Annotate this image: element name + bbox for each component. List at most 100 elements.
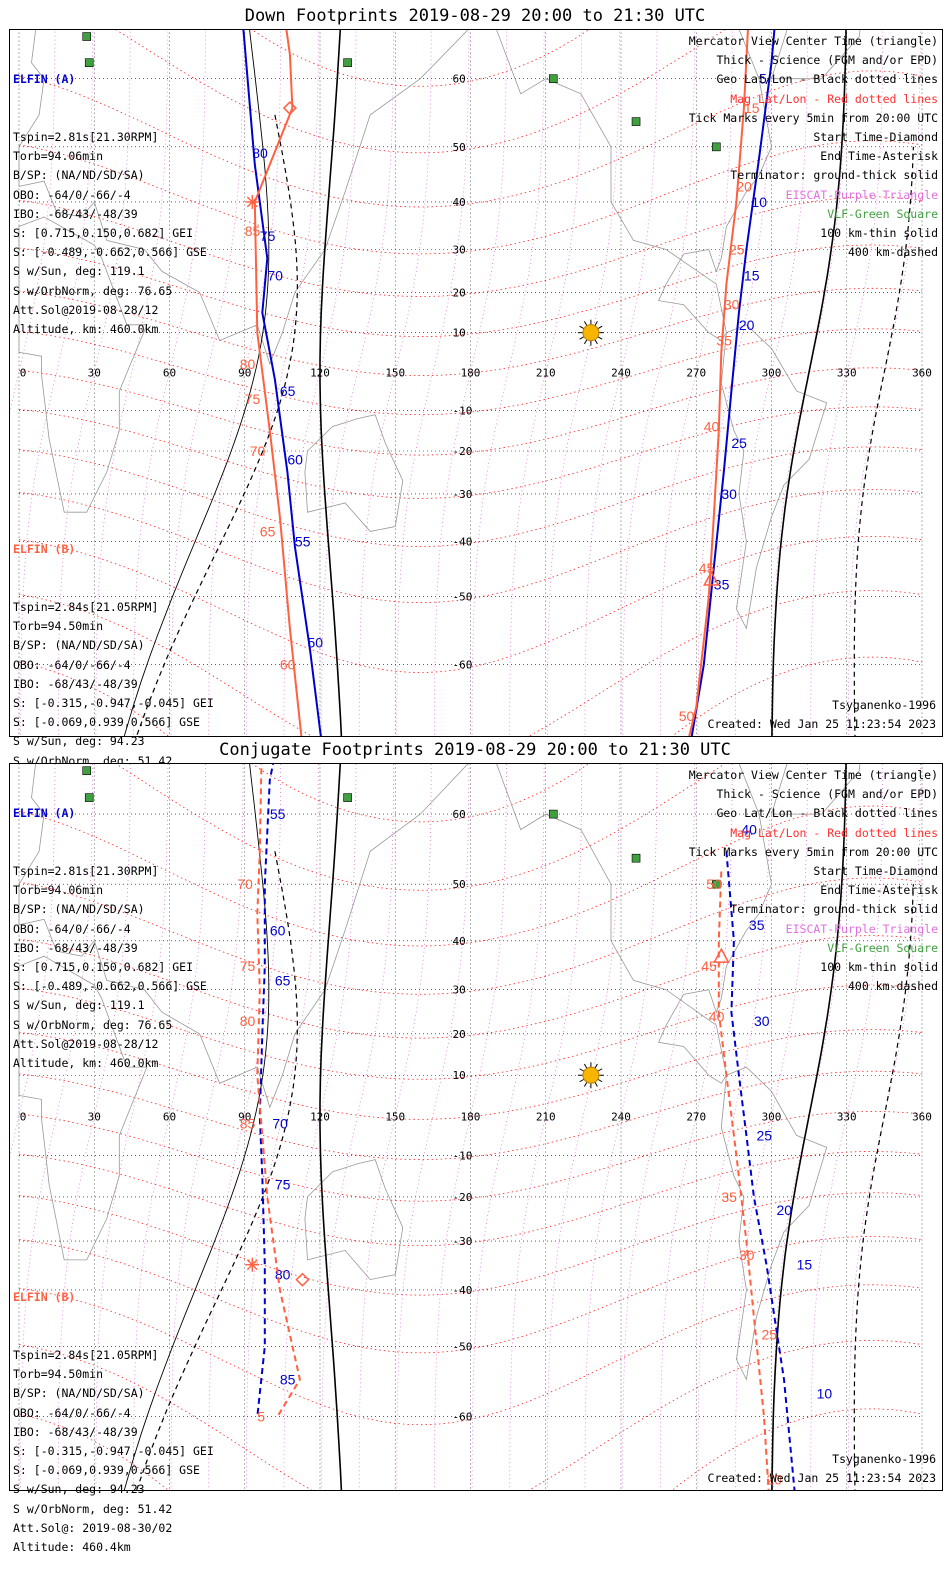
track-tick-label: 20 <box>766 1472 782 1488</box>
info-line: S: [-0.315,-0.947,-0.045] GEI <box>13 1444 214 1459</box>
mag-parallel <box>18 196 923 297</box>
info-line: S w/OrbNorm, deg: 76.65 <box>13 283 173 298</box>
footprint-track <box>242 30 322 736</box>
sun-icon <box>577 1062 604 1089</box>
track-tick-label: 25 <box>729 241 745 257</box>
legend-item: EISCAT-Purple Triangle <box>785 921 938 936</box>
track-tick-label: 20 <box>777 1202 793 1218</box>
coastline <box>18 30 469 366</box>
mag-parallel <box>18 984 923 1080</box>
mag-meridian <box>434 30 507 736</box>
coastline <box>720 324 828 630</box>
model-label: Tsyganenko-1996 <box>832 1452 936 1466</box>
info-line: S: [-0.315,-0.947,-0.045] GEI <box>13 696 214 711</box>
track-tick-label: 25 <box>731 435 747 451</box>
track-tick-label: 65 <box>260 523 276 539</box>
track-tick-label: 35 <box>721 1189 737 1205</box>
mag-meridian <box>396 30 470 736</box>
created-label: Created: Wed Jan 25 11:23:54 2023 <box>707 1471 936 1485</box>
legend-item: Thick - Science (FGM and/or EPD) <box>716 787 938 802</box>
legend: Mercator View Center Time (triangle) Thic… <box>689 766 938 996</box>
legend-item: Mag Lat/Lon - Red dotted lines <box>730 91 938 106</box>
info-line: Torb=94.50min <box>13 1367 104 1382</box>
sun-icon <box>577 319 604 346</box>
info-line: S: [0.715,0.150,0.682] GEI <box>13 226 194 241</box>
lat-tick-label: -50 <box>453 1341 473 1354</box>
track-tick-label: 20 <box>739 317 755 333</box>
lon-tick-label: 210 <box>536 1110 556 1123</box>
mag-meridian <box>358 30 432 736</box>
legend-item: Geo Lat/Lon - Black dotted lines <box>716 72 938 87</box>
lat-tick-label: -60 <box>453 1411 473 1424</box>
mag-meridian <box>208 764 282 1490</box>
info-line: Torb=94.50min <box>13 619 104 634</box>
elfin-a-label: ELFIN (A) <box>13 72 76 87</box>
mag-parallel <box>18 1284 923 1426</box>
mag-parallel <box>18 70 923 208</box>
info-line: S w/Sun, deg: 119.1 <box>13 998 145 1013</box>
coastline <box>18 764 469 1109</box>
track-tick-label: 70 <box>250 443 266 459</box>
track-tick-label: 35 <box>749 917 765 933</box>
mag-meridian <box>471 30 545 736</box>
info-line: S: [0.715,0.150,0.682] GEI <box>13 960 194 975</box>
lat-tick-label: -30 <box>453 1235 473 1248</box>
track-tick-label: 15 <box>744 268 760 284</box>
info-line: IBO: -68/43/-48/39 <box>13 676 138 691</box>
legend-item: EISCAT-Purple Triangle <box>785 187 938 202</box>
info-line: Altitude, km: 460.0km <box>13 322 159 337</box>
lat-tick-label: 20 <box>453 286 466 299</box>
mag-meridian <box>10 764 56 1158</box>
vlf-station-marker <box>84 793 94 802</box>
vlf-station-marker <box>343 793 352 802</box>
mag-parallel <box>18 446 923 547</box>
info-line: B/SP: (NA/ND/SD/SA) <box>13 168 145 183</box>
info-line: OBO: -64/0/-66/-4 <box>13 657 131 672</box>
lon-tick-label: 330 <box>837 1110 857 1123</box>
elfin-b-info: ELFIN (B) Tspin=2.84s[21.05RPM] Torb=94.5… <box>13 1250 214 1596</box>
vlf-station-marker <box>548 74 558 84</box>
coastline <box>496 764 772 1084</box>
track-tick-label: 80 <box>240 356 256 372</box>
lon-tick-label: 0 <box>20 367 27 380</box>
terminator-east <box>771 30 847 736</box>
mag-meridian <box>697 764 771 1490</box>
mag-meridian <box>622 30 695 736</box>
track-tick-label: 25 <box>756 1127 772 1143</box>
vlf-station-marker <box>548 809 558 819</box>
track-tick-label: 30 <box>724 297 740 313</box>
lat-tick-label: 20 <box>453 1028 466 1041</box>
terminator-400km <box>136 851 299 1490</box>
track-tick-label: 20 <box>736 178 752 194</box>
info-line: S w/OrbNorm, deg: 76.65 <box>13 1017 173 1032</box>
track-tick-label: 35 <box>716 333 732 349</box>
track-tick-label: 55 <box>295 533 311 549</box>
info-line: OBO: -64/0/-66/-4 <box>13 187 131 202</box>
terminator-east <box>771 764 847 1490</box>
vlf-station-marker <box>82 766 92 776</box>
info-line: IBO: -68/43/-48/39 <box>13 1424 138 1439</box>
legend-item: Terminator: ground-thick solid <box>730 902 938 917</box>
lat-tick-label: -20 <box>453 1191 473 1204</box>
lon-tick-label: 60 <box>163 1110 176 1123</box>
info-line: IBO: -68/43/-48/39 <box>13 206 138 221</box>
info-line: S w/Sun, deg: 94.23 <box>13 734 145 749</box>
lat-tick-label: 40 <box>453 935 466 948</box>
mag-parallel <box>18 935 923 1039</box>
mag-parallel <box>18 406 923 499</box>
eiscat-triangle-marker <box>703 570 720 586</box>
info-line: S w/OrbNorm, deg: 51.42 <box>13 1501 173 1516</box>
track-tick-label: 65 <box>275 972 291 988</box>
lon-tick-label: 60 <box>163 367 176 380</box>
mag-parallel <box>18 328 923 416</box>
lat-tick-label: -40 <box>453 1284 473 1297</box>
footprint-track <box>256 764 301 1418</box>
info-line: OBO: -64/0/-66/-4 <box>13 1405 131 1420</box>
mag-parallel <box>18 1151 923 1247</box>
mag-parallel <box>18 1110 923 1202</box>
elfin-a-lines: Tspin=2.81s[21.30RPM] Torb=94.06min B/SP: … <box>13 128 207 339</box>
lon-tick-label: 330 <box>837 367 857 380</box>
vlf-station-marker <box>84 58 94 67</box>
coastline <box>770 764 861 815</box>
lon-tick-label: 180 <box>461 367 481 380</box>
